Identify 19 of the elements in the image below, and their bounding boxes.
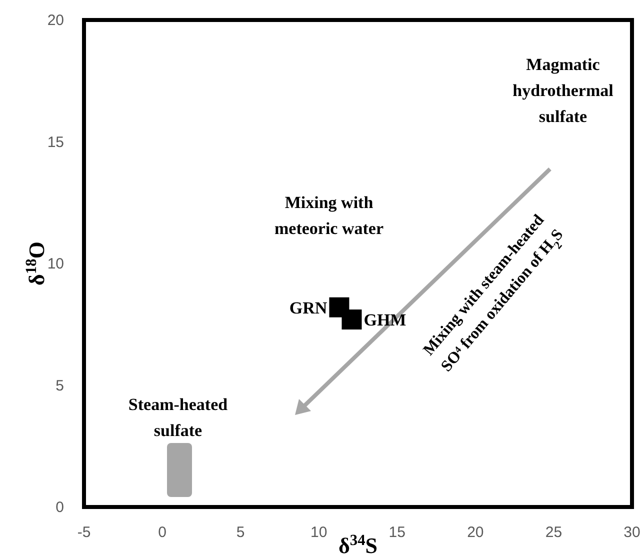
y-tick-label: 0 <box>56 499 64 516</box>
series-label: GHM <box>364 310 406 330</box>
x-tick-label: 20 <box>467 524 484 541</box>
x-tick-label: 0 <box>158 524 166 541</box>
y-tick-label: 20 <box>47 12 64 29</box>
series-label: GRN <box>289 298 328 318</box>
x-tick-label: 15 <box>388 524 406 541</box>
x-tick-label: 25 <box>545 524 562 541</box>
x-axis-title: δ$^{34}$S <box>338 532 378 558</box>
x-tick-label: 5 <box>236 524 245 541</box>
y-tick-label: 15 <box>47 134 64 151</box>
y-tick-label: 5 <box>56 377 64 394</box>
x-tick-label: 30 <box>624 524 640 541</box>
annotation: Magmatic hydrothermal sulfate <box>512 55 614 126</box>
x-tick-label: 10 <box>310 524 328 541</box>
annotation: Mixing with meteoric water <box>274 193 384 238</box>
x-tick-label: -5 <box>77 524 91 541</box>
annotation: Steam-heated sulfate <box>128 395 228 440</box>
y-tick-label: 10 <box>47 256 64 272</box>
